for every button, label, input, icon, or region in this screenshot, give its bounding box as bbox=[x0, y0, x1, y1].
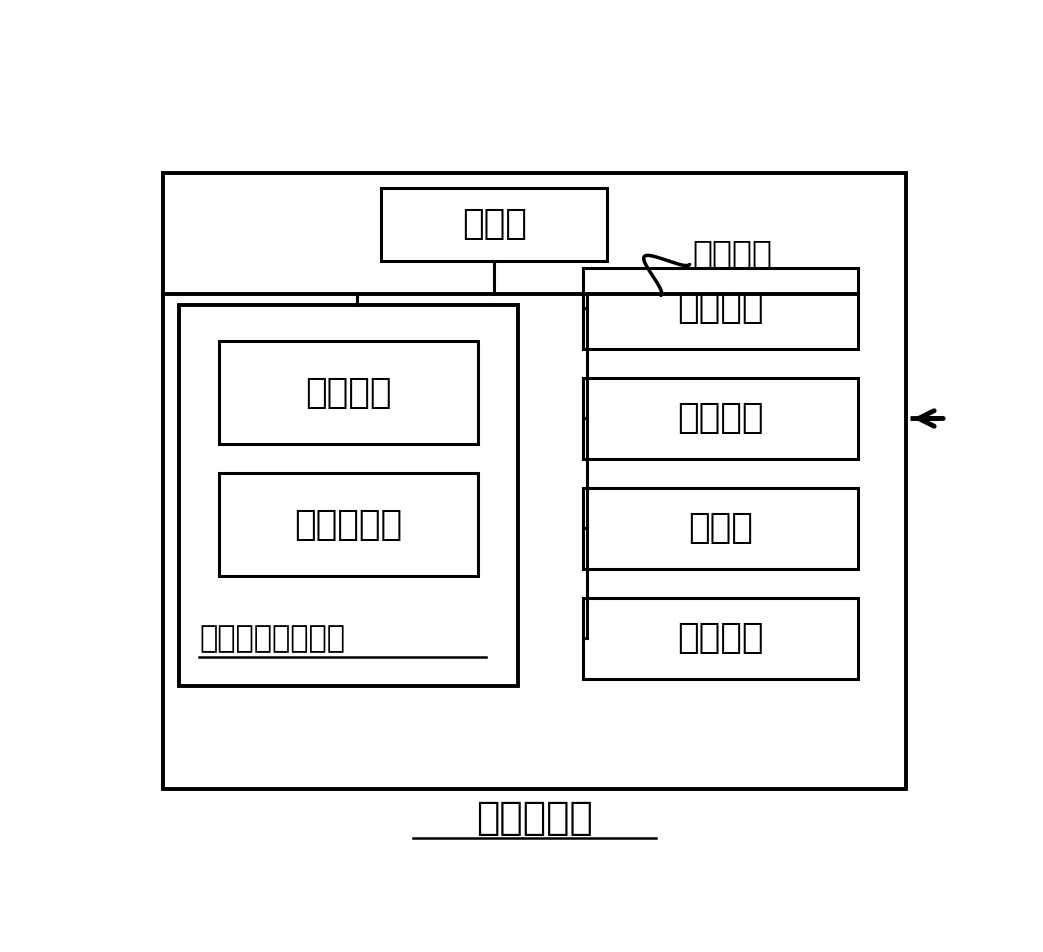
Bar bbox=[163, 173, 906, 788]
Text: 网络接口: 网络接口 bbox=[677, 402, 763, 435]
Text: 非易失性存储介质: 非易失性存储介质 bbox=[199, 624, 345, 653]
Bar bbox=[179, 305, 518, 686]
Text: 显示屏: 显示屏 bbox=[688, 511, 753, 545]
Bar bbox=[219, 342, 478, 444]
Bar bbox=[381, 188, 607, 261]
Bar bbox=[583, 488, 857, 568]
Text: 处理器: 处理器 bbox=[462, 208, 527, 241]
Text: 系统总线: 系统总线 bbox=[693, 237, 772, 270]
Text: 操作系统: 操作系统 bbox=[306, 376, 392, 409]
Bar bbox=[583, 268, 857, 348]
Text: 计算机程序: 计算机程序 bbox=[294, 507, 403, 542]
Bar bbox=[219, 473, 478, 576]
Text: 计算机设备: 计算机设备 bbox=[476, 799, 593, 837]
Text: 输入装置: 输入装置 bbox=[677, 622, 763, 655]
Text: 内存储器: 内存储器 bbox=[677, 291, 763, 326]
Bar bbox=[583, 598, 857, 679]
Bar bbox=[583, 378, 857, 459]
